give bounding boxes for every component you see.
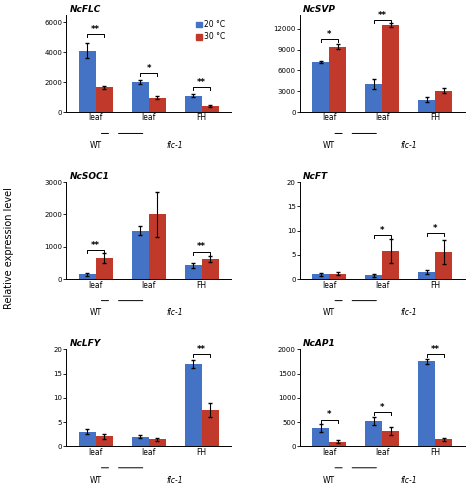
Text: NcFLC: NcFLC: [70, 5, 101, 14]
Text: flc-1: flc-1: [401, 476, 417, 485]
Text: NcAP1: NcAP1: [303, 339, 336, 348]
Text: flc-1: flc-1: [401, 141, 417, 150]
Text: NcSVP: NcSVP: [303, 5, 336, 14]
Bar: [96, 87, 112, 112]
Text: WT: WT: [323, 309, 335, 317]
Bar: [329, 274, 346, 279]
Bar: [202, 410, 219, 446]
Bar: [79, 432, 96, 446]
Text: Relative expression level: Relative expression level: [4, 187, 15, 309]
Text: WT: WT: [323, 141, 335, 150]
Bar: [382, 251, 399, 279]
Text: **: **: [197, 78, 206, 87]
Bar: [132, 436, 149, 446]
Text: NcLFY: NcLFY: [70, 339, 101, 348]
Bar: [132, 82, 149, 112]
Bar: [419, 272, 435, 279]
Text: *: *: [327, 410, 331, 419]
Bar: [419, 362, 435, 446]
Text: *: *: [380, 403, 384, 412]
Bar: [329, 47, 346, 112]
Text: **: **: [378, 11, 387, 20]
Bar: [96, 436, 112, 446]
Text: **: **: [91, 241, 100, 249]
Bar: [312, 62, 329, 112]
Text: WT: WT: [90, 309, 101, 317]
Text: flc-1: flc-1: [167, 309, 183, 317]
Text: **: **: [431, 345, 440, 354]
Bar: [202, 106, 219, 112]
Text: *: *: [433, 224, 438, 233]
Text: **: **: [197, 345, 206, 354]
Bar: [419, 100, 435, 112]
Bar: [202, 259, 219, 279]
Bar: [382, 431, 399, 446]
Bar: [312, 428, 329, 446]
Bar: [382, 25, 399, 112]
Bar: [185, 265, 202, 279]
Text: **: **: [197, 242, 206, 251]
Bar: [435, 252, 452, 279]
Text: flc-1: flc-1: [167, 476, 183, 485]
Text: *: *: [327, 30, 331, 39]
Bar: [149, 214, 165, 279]
Text: WT: WT: [90, 141, 101, 150]
Text: WT: WT: [323, 476, 335, 485]
Bar: [79, 274, 96, 279]
Bar: [132, 231, 149, 279]
Text: **: **: [91, 25, 100, 34]
Text: flc-1: flc-1: [401, 309, 417, 317]
Bar: [312, 274, 329, 279]
Bar: [435, 439, 452, 446]
Bar: [149, 98, 165, 112]
Text: NcFT: NcFT: [303, 172, 328, 181]
Bar: [149, 439, 165, 446]
Text: flc-1: flc-1: [167, 141, 183, 150]
Bar: [365, 275, 382, 279]
Bar: [329, 441, 346, 446]
Bar: [365, 84, 382, 112]
Text: *: *: [380, 226, 384, 235]
Bar: [435, 91, 452, 112]
Bar: [365, 421, 382, 446]
Bar: [79, 51, 96, 112]
Bar: [185, 364, 202, 446]
Text: NcSOC1: NcSOC1: [70, 172, 109, 181]
Legend: 20 °C, 30 °C: 20 °C, 30 °C: [194, 19, 227, 43]
Bar: [96, 258, 112, 279]
Text: WT: WT: [90, 476, 101, 485]
Text: *: *: [146, 63, 151, 73]
Bar: [185, 96, 202, 112]
